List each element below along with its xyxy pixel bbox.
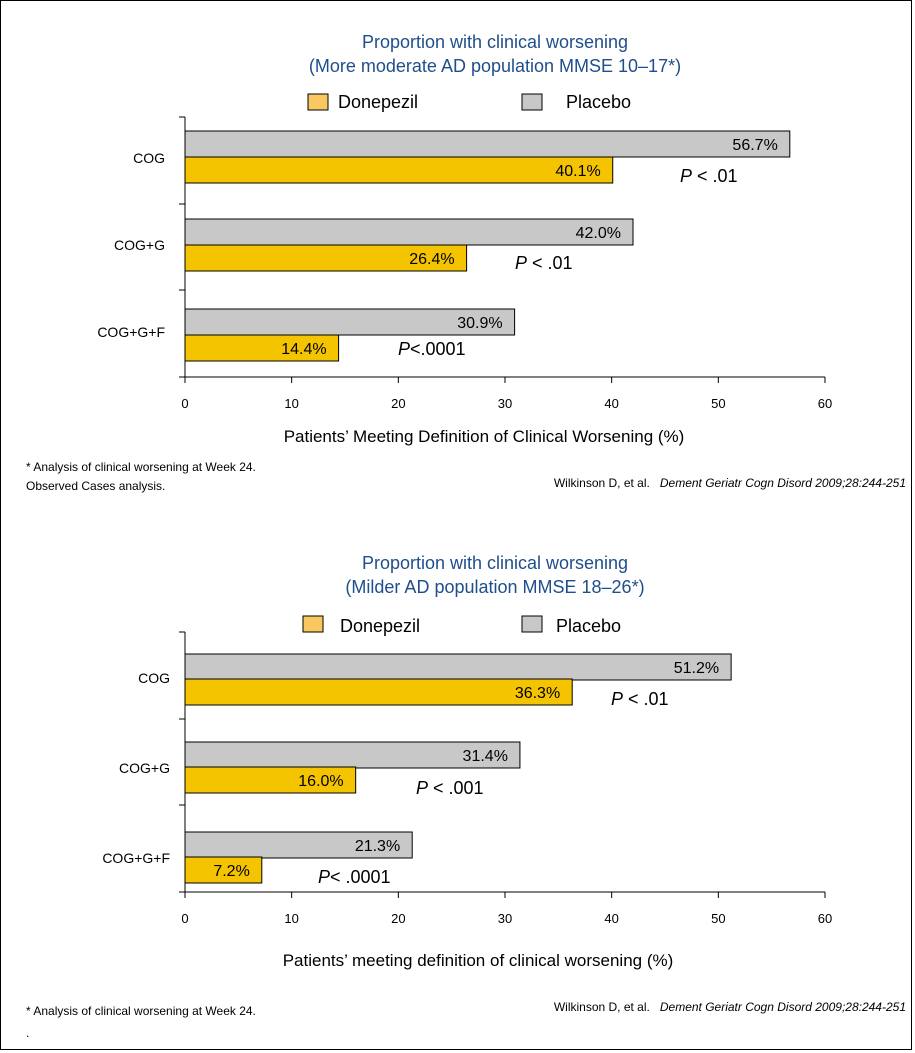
- chart-1-bar-donepezil: [184, 156, 614, 184]
- chart-1-bar-donepezil: [184, 334, 340, 362]
- chart-2-footnote-line1: * Analysis of clinical worsening at Week…: [26, 1004, 256, 1018]
- chart-2-p-letter: P: [416, 778, 428, 798]
- chart-1-p-value: P<.0001: [398, 339, 466, 359]
- chart-2-p-letter: P: [318, 867, 330, 887]
- chart-1-category-label: COG+G: [114, 237, 165, 253]
- chart-2-category-label: COG: [138, 670, 170, 686]
- chart-1-x-axis-label: Patients’ Meeting Definition of Clinical…: [284, 427, 685, 446]
- chart-1-p-letter: P: [680, 166, 692, 186]
- chart-2-p-text: < .0001: [330, 867, 391, 887]
- chart-2-bars: 51.2% 31.4% 21.3% 36.3% 16.0% 7.2%: [184, 653, 732, 884]
- chart-1-legend-label-placebo: Placebo: [566, 92, 631, 112]
- chart-1-legend-swatch-placebo: [521, 93, 543, 111]
- chart-2-x-tick-label: 50: [711, 911, 725, 926]
- chart-2-p-value: P < .01: [611, 689, 669, 709]
- chart-1-x-tick-label: 0: [181, 396, 188, 411]
- chart-2-footnote-line2: .: [26, 1026, 29, 1040]
- chart-2-x-axis-label: Patients’ meeting definition of clinical…: [283, 951, 674, 970]
- chart-2-data-label-placebo: 51.2%: [674, 660, 719, 677]
- chart-1-category-label: COG+G+F: [97, 324, 165, 340]
- chart-2-p-text: < .001: [428, 778, 484, 798]
- chart-2-x-tick-label: 0: [181, 911, 188, 926]
- chart-2-category-label: COG+G: [119, 760, 170, 776]
- chart-2: Proportion with clinical worsening (Mild…: [26, 553, 906, 1040]
- chart-1-p-letter: P: [515, 253, 527, 273]
- chart-2-bar-donepezil: [184, 856, 263, 884]
- chart-1-bars: 56.7% 42.0% 30.9% 40.1% 26.4% 14.4%: [184, 130, 791, 362]
- chart-1-data-label-placebo: 42.0%: [576, 225, 621, 242]
- chart-1-bar-placebo: [184, 218, 634, 246]
- chart-2-x-tick-label: 60: [818, 911, 832, 926]
- chart-2-title-line1: Proportion with clinical worsening: [362, 553, 628, 573]
- chart-1-p-text: < .01: [692, 166, 738, 186]
- chart-2-legend-label-donepezil: Donepezil: [340, 616, 420, 636]
- chart-2-p-letter: P: [611, 689, 623, 709]
- chart-2-bar-donepezil: [184, 766, 357, 794]
- chart-2-data-label-donepezil: 36.3%: [515, 685, 560, 702]
- chart-2-data-label-donepezil: 7.2%: [213, 863, 249, 880]
- chart-1-bar-placebo: [184, 308, 516, 336]
- chart-1-legend-label-donepezil: Donepezil: [338, 92, 418, 112]
- chart-1-x-tick-label: 40: [604, 396, 618, 411]
- chart-1-x-tick-label: 30: [498, 396, 512, 411]
- chart-2-x-ticks: 0 10 20 30 40 50 60: [181, 892, 832, 926]
- chart-1-x-tick-label: 60: [818, 396, 832, 411]
- chart-1-p-text: < .01: [527, 253, 573, 273]
- chart-1-footnote-line1: * Analysis of clinical worsening at Week…: [26, 460, 256, 474]
- chart-2-p-value: P< .0001: [318, 867, 391, 887]
- chart-2-x-tick-label: 30: [498, 911, 512, 926]
- chart-2-bar-placebo: [184, 741, 521, 769]
- chart-1-p-letter: P: [398, 339, 410, 359]
- chart-2-data-label-donepezil: 16.0%: [298, 773, 343, 790]
- chart-1-data-label-donepezil: 14.4%: [281, 341, 326, 358]
- chart-2-data-label-placebo: 21.3%: [355, 838, 400, 855]
- chart-2-p-text: < .01: [623, 689, 669, 709]
- chart-1-bar-donepezil: [184, 244, 468, 272]
- chart-1-citation-author: Wilkinson D, et al.: [554, 476, 650, 490]
- chart-2-p-value: P < .001: [416, 778, 484, 798]
- chart-2-legend-swatch-placebo: [521, 615, 543, 633]
- chart-2-citation-journal: Dement Geriatr Cogn Disord 2009;28:244-2…: [660, 1000, 906, 1014]
- chart-1-x-ticks: 0 10 20 30 40 50 60: [181, 377, 832, 411]
- chart-2-legend-label-placebo: Placebo: [556, 616, 621, 636]
- chart-2-x-tick-label: 20: [391, 911, 405, 926]
- chart-1-data-label-donepezil: 26.4%: [409, 251, 454, 268]
- chart-1-data-label-donepezil: 40.1%: [555, 163, 600, 180]
- chart-2-bar-placebo: [184, 831, 413, 859]
- chart-2-title-line2: (Milder AD population MMSE 18–26*): [345, 577, 644, 597]
- chart-2-bar-placebo: [184, 653, 732, 681]
- chart-2-category-label: COG+G+F: [102, 850, 170, 866]
- chart-1-category-label: COG: [133, 150, 165, 166]
- chart-2-x-tick-label: 40: [604, 911, 618, 926]
- chart-1-title-line2: (More moderate AD population MMSE 10–17*…: [309, 56, 681, 76]
- chart-1-p-value: P < .01: [515, 253, 573, 273]
- chart-1-x-tick-label: 20: [391, 396, 405, 411]
- chart-1-footnote-line2: Observed Cases analysis.: [26, 479, 165, 493]
- chart-1: Proportion with clinical worsening (More…: [26, 32, 906, 493]
- chart-2-legend-swatch-donepezil: [302, 615, 324, 633]
- chart-1-title-line1: Proportion with clinical worsening: [362, 32, 628, 52]
- chart-1-citation-journal: Dement Geriatr Cogn Disord 2009;28:244-2…: [660, 476, 906, 490]
- chart-1-legend-swatch-donepezil: [307, 93, 329, 111]
- chart-2-data-label-placebo: 31.4%: [463, 748, 508, 765]
- chart-1-p-value: P < .01: [680, 166, 738, 186]
- chart-1-x-tick-label: 50: [711, 396, 725, 411]
- chart-2-bar-donepezil: [184, 678, 573, 706]
- chart-1-citation: Wilkinson D, et al. Dement Geriatr Cogn D…: [554, 476, 906, 490]
- chart-2-citation: Wilkinson D, et al. Dement Geriatr Cogn D…: [554, 1000, 906, 1014]
- chart-1-data-label-placebo: 56.7%: [732, 137, 777, 154]
- chart-2-citation-author: Wilkinson D, et al.: [554, 1000, 650, 1014]
- chart-2-x-tick-label: 10: [284, 911, 298, 926]
- chart-1-x-tick-label: 10: [284, 396, 298, 411]
- chart-1-p-text: <.0001: [410, 339, 466, 359]
- chart-1-data-label-placebo: 30.9%: [457, 315, 502, 332]
- chart-1-bar-placebo: [184, 130, 791, 158]
